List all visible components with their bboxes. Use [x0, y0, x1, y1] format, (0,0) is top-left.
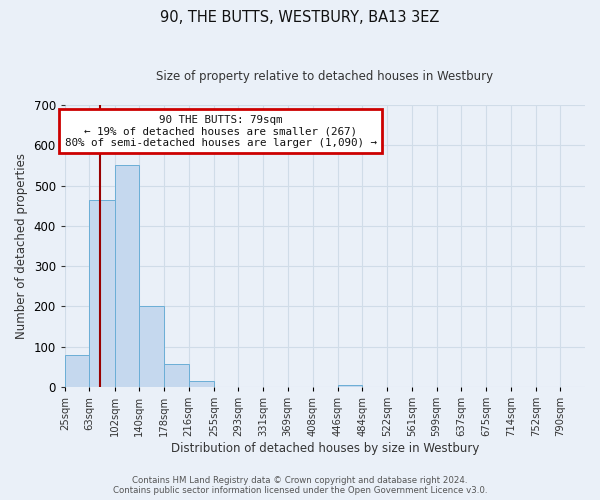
- Bar: [164, 364, 188, 387]
- Y-axis label: Number of detached properties: Number of detached properties: [15, 153, 28, 339]
- Bar: [188, 381, 214, 387]
- Text: 90 THE BUTTS: 79sqm
← 19% of detached houses are smaller (267)
80% of semi-detac: 90 THE BUTTS: 79sqm ← 19% of detached ho…: [65, 115, 377, 148]
- Bar: [65, 355, 89, 387]
- Title: Size of property relative to detached houses in Westbury: Size of property relative to detached ho…: [157, 70, 493, 83]
- Bar: [139, 306, 164, 387]
- Text: 90, THE BUTTS, WESTBURY, BA13 3EZ: 90, THE BUTTS, WESTBURY, BA13 3EZ: [160, 10, 440, 25]
- X-axis label: Distribution of detached houses by size in Westbury: Distribution of detached houses by size …: [171, 442, 479, 455]
- Bar: [89, 200, 115, 387]
- Bar: [115, 166, 139, 387]
- Bar: [338, 385, 362, 387]
- Text: Contains HM Land Registry data © Crown copyright and database right 2024.
Contai: Contains HM Land Registry data © Crown c…: [113, 476, 487, 495]
